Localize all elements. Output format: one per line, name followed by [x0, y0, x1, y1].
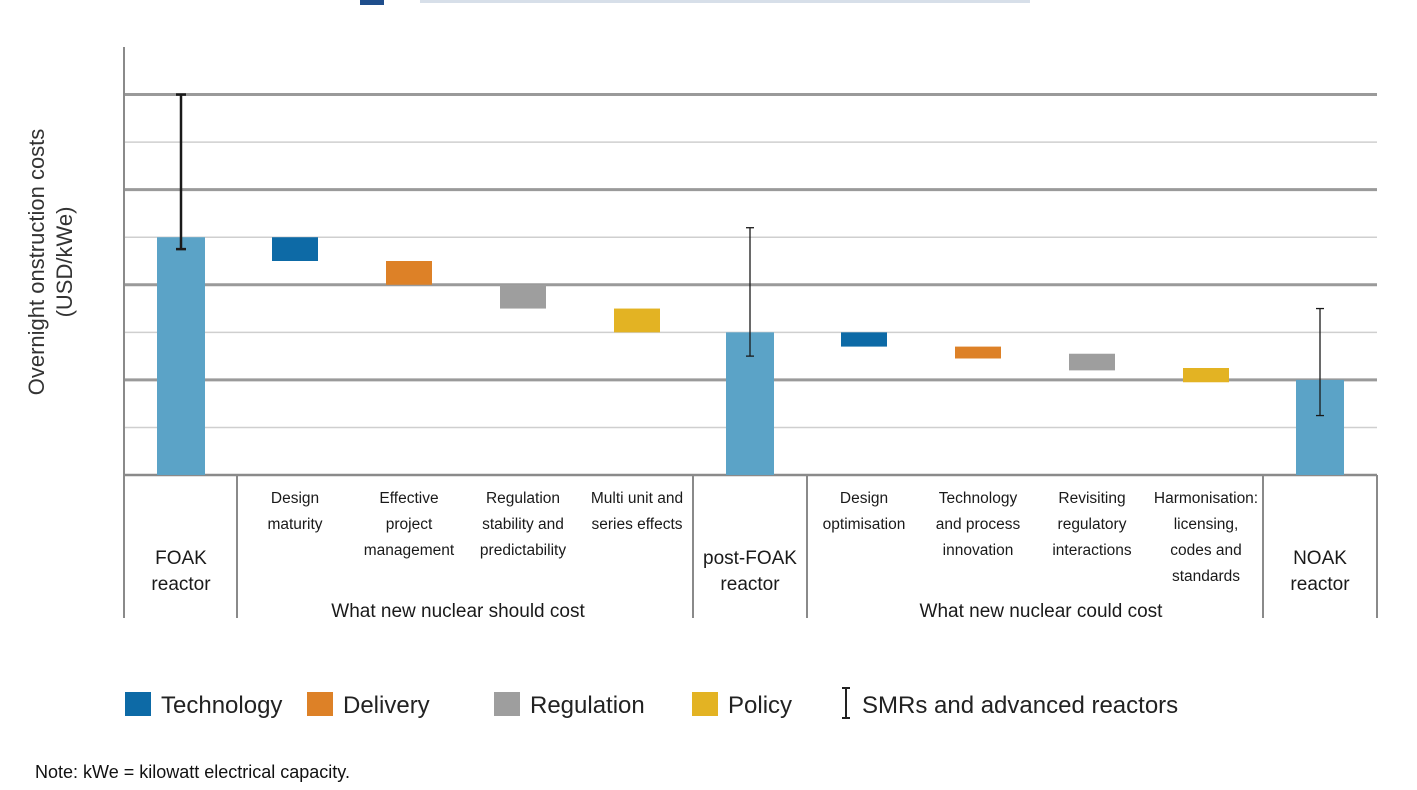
legend-label: SMRs and advanced reactors [862, 692, 1178, 719]
category-label-regulation-stability: stability and [482, 516, 564, 533]
category-label-effective-project-management: management [364, 542, 455, 559]
category-label-noak: NOAK [1293, 548, 1347, 569]
category-label-effective-project-management: Effective [379, 490, 438, 507]
note: Note: kWe = kilowatt electrical capacity… [35, 762, 350, 782]
step-multi-unit [614, 308, 660, 333]
step-design-optimisation [841, 332, 887, 347]
legend-label: Policy [728, 692, 792, 719]
category-label-foak: FOAK [155, 548, 207, 569]
category-label-design-optimisation: Design [840, 490, 888, 507]
y-axis-label-line-2: (USD/kWe) [52, 207, 77, 318]
step-design-maturity [272, 237, 318, 261]
category-label-noak: reactor [1290, 574, 1350, 595]
category-label-regulation-stability: predictability [480, 542, 566, 559]
category-label-technology-process-innovation: and process [936, 516, 1021, 533]
legend-label: Delivery [343, 692, 430, 719]
title-fragment [360, 0, 384, 5]
category-label-design-maturity: Design [271, 490, 319, 507]
legend: Technology Delivery Regulation Policy SMRs a… [125, 687, 1178, 719]
category-labels: FOAK reactor Design maturity Effective projec… [151, 490, 1350, 595]
legend-swatch [692, 692, 718, 716]
step-technology-process-innovation [955, 346, 1001, 359]
category-label-harmonisation: licensing, [1174, 516, 1239, 533]
group-labels: What new nuclear should cost What new nuc… [331, 601, 1163, 622]
category-label-post-foak: post-FOAK [703, 548, 797, 569]
category-label-foak: reactor [151, 574, 211, 595]
legend-label: Regulation [530, 692, 645, 719]
category-label-regulation-stability: Regulation [486, 490, 560, 507]
category-label-multi-unit: Multi unit and [591, 490, 683, 507]
category-label-harmonisation: codes and [1170, 542, 1242, 559]
group-label: What new nuclear should cost [331, 601, 585, 622]
y-axis-label-line-1: Overnight onstruction costs [24, 129, 49, 396]
legend-swatch [307, 692, 333, 716]
category-label-technology-process-innovation: innovation [943, 542, 1014, 559]
step-effective-project-management [386, 261, 432, 285]
legend-swatch [125, 692, 151, 716]
bars [157, 237, 1344, 475]
step-harmonisation [1183, 368, 1229, 383]
category-label-harmonisation: Harmonisation: [1154, 490, 1258, 507]
category-label-revisiting-regulatory: regulatory [1058, 516, 1127, 533]
group-label: What new nuclear could cost [920, 601, 1164, 622]
category-label-design-optimisation: optimisation [823, 516, 906, 533]
category-label-post-foak: reactor [720, 574, 780, 595]
category-table [123, 475, 1378, 618]
error-bars [176, 93, 1324, 417]
legend-label: Technology [161, 692, 282, 719]
category-label-revisiting-regulatory: interactions [1052, 542, 1132, 559]
bar-foak [157, 237, 205, 475]
category-label-revisiting-regulatory: Revisiting [1058, 490, 1125, 507]
category-label-effective-project-management: project [386, 516, 433, 533]
title-fragment-dashes [420, 0, 1030, 3]
category-label-multi-unit: series effects [591, 516, 682, 533]
legend-swatch [494, 692, 520, 716]
step-revisiting-regulatory [1069, 353, 1115, 371]
category-label-technology-process-innovation: Technology [939, 490, 1018, 507]
category-label-design-maturity: maturity [267, 516, 322, 533]
category-label-harmonisation: standards [1172, 568, 1240, 585]
step-regulation-stability [500, 284, 546, 309]
